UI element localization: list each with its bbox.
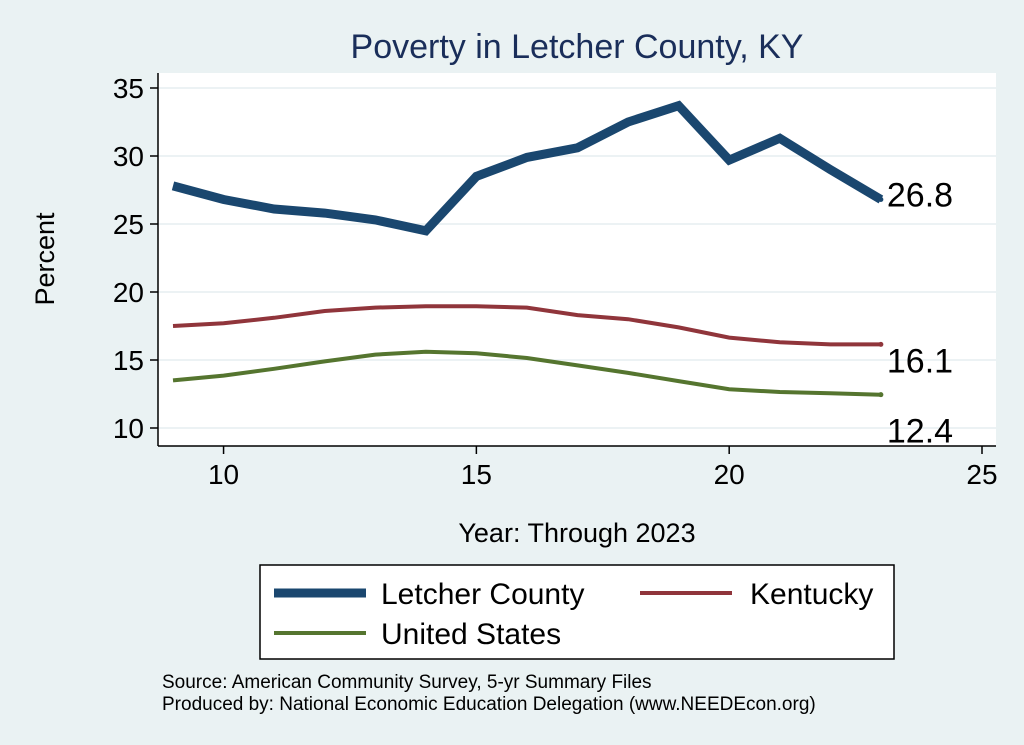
end-labels: 26.8 16.1 12.4 bbox=[887, 177, 953, 451]
y-axis-label: Percent bbox=[30, 212, 60, 306]
x-axis-label: Year: Through 2023 bbox=[458, 518, 695, 548]
end-label-letcher-county: 26.8 bbox=[887, 177, 953, 215]
end-label-united-states: 12.4 bbox=[887, 413, 953, 451]
y-tick-label: 10 bbox=[113, 413, 144, 444]
end-label-kentucky: 16.1 bbox=[887, 342, 953, 380]
y-tick-label: 25 bbox=[113, 209, 144, 240]
y-tick-label: 30 bbox=[113, 141, 144, 172]
legend-label-kentucky: Kentucky bbox=[750, 578, 873, 611]
legend-label-letcher-county: Letcher County bbox=[381, 578, 584, 611]
y-tick-label: 35 bbox=[113, 73, 144, 104]
series-line-united-states bbox=[172, 349, 881, 397]
plot-area bbox=[158, 73, 996, 446]
x-tick-label: 20 bbox=[714, 459, 745, 490]
produced-by-note: Produced by: National Economic Education… bbox=[162, 694, 816, 715]
axis-ticks: 10 15 20 25 30 35 10 15 20 25 bbox=[113, 73, 998, 490]
legend-label-united-states: United States bbox=[381, 618, 561, 651]
y-tick-label: 15 bbox=[113, 345, 144, 376]
series-line-kentucky bbox=[172, 304, 881, 347]
end-marker-kentucky bbox=[878, 341, 884, 347]
legend bbox=[259, 564, 895, 660]
series-line-letcher-county bbox=[171, 100, 884, 236]
gridlines bbox=[158, 87, 996, 429]
x-tick-label: 15 bbox=[461, 459, 492, 490]
chart-title: Poverty in Letcher County, KY bbox=[351, 28, 804, 66]
end-marker-letcher-county bbox=[878, 197, 884, 203]
y-tick-label: 20 bbox=[113, 277, 144, 308]
x-tick-label: 10 bbox=[208, 459, 239, 490]
x-tick-label: 25 bbox=[966, 459, 997, 490]
end-marker-united-states bbox=[878, 392, 884, 398]
source-note: Source: American Community Survey, 5-yr … bbox=[162, 672, 652, 693]
series-group bbox=[171, 100, 884, 398]
